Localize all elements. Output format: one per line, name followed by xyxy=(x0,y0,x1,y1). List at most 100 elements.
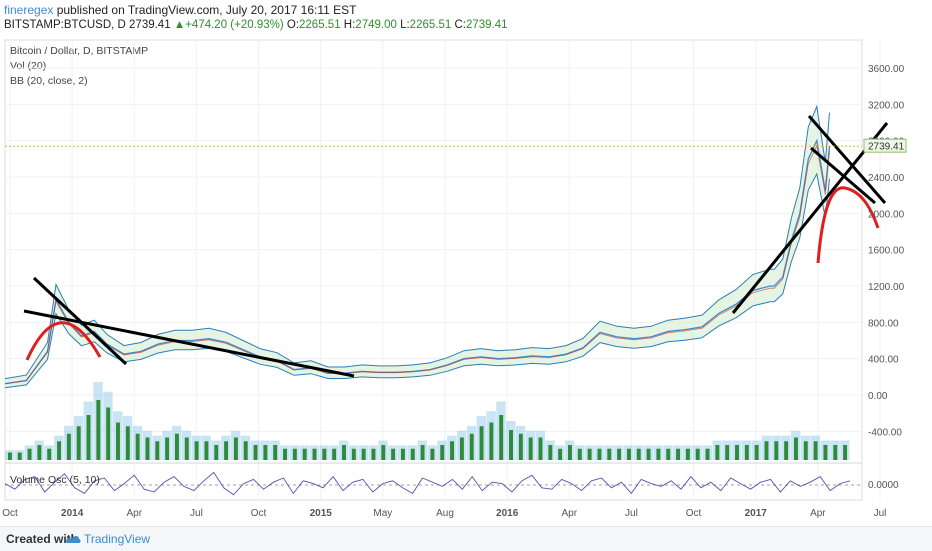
x-tick-label: May xyxy=(373,508,392,519)
volume-bar xyxy=(636,448,641,460)
band-fill xyxy=(5,106,830,388)
last-price-text: 2739.41 xyxy=(129,19,171,31)
x-tick-label: 2015 xyxy=(310,508,333,519)
y-tick-label: 3200.00 xyxy=(868,100,905,111)
chart-header: fineregex published on TradingView.com, … xyxy=(0,0,932,34)
low-value: 2265.51 xyxy=(409,19,452,31)
y-axis: -400.00 0.00 400.00 800.00 1200.00 1600.00 200… xyxy=(868,64,905,438)
trendline xyxy=(731,122,889,314)
volume-bar xyxy=(57,441,62,460)
volume-bar xyxy=(194,441,199,460)
legend-vol: Vol (20) xyxy=(10,60,47,72)
x-tick-label: Oct xyxy=(251,508,267,519)
volume-bar xyxy=(459,437,464,460)
volume-bar xyxy=(351,448,356,460)
volume-bar xyxy=(214,445,219,460)
arc-annotation xyxy=(816,186,880,264)
x-axis: Oct 2014 Apr Jul Oct 2015 May Aug 2016 Apr Jul Oct 2… xyxy=(2,508,886,519)
change-text: +474.20 (+20.93%) xyxy=(185,19,284,31)
y-tick-label: 400.00 xyxy=(868,355,899,366)
volume-bar xyxy=(843,445,848,460)
volume-bar xyxy=(400,448,405,460)
volume-bar xyxy=(273,445,278,460)
x-tick-label: 2014 xyxy=(61,508,84,519)
volume-bar xyxy=(666,448,671,460)
symbol-line: BITSTAMP:BTCUSD, D 2739.41 ▲+474.20 (+20… xyxy=(4,19,508,31)
volume-bar xyxy=(96,400,101,460)
legend-title: Bitcoin / Dollar, D, BITSTAMP xyxy=(10,45,149,57)
volume-bar xyxy=(479,426,484,460)
volume-bar xyxy=(685,448,690,460)
volume-bar xyxy=(725,445,730,460)
volume-bars xyxy=(5,382,850,460)
open-label: O: xyxy=(286,19,300,31)
y-tick-label: 3600.00 xyxy=(868,64,905,75)
osc-axis-label: 0.0000 xyxy=(868,480,899,491)
volume-bar xyxy=(754,445,759,460)
close-label: C: xyxy=(454,19,466,31)
x-tick-label: Oct xyxy=(2,508,18,519)
publish-line: fineregex published on TradingView.com, … xyxy=(4,3,356,17)
volume-bar xyxy=(735,445,739,460)
volume-bar xyxy=(823,445,828,460)
volume-bar xyxy=(243,441,248,460)
author-link[interactable]: fineregex xyxy=(4,3,54,17)
volume-bar xyxy=(7,452,12,460)
volume-bar xyxy=(744,445,749,460)
volume-bar xyxy=(774,441,779,460)
volume-bar xyxy=(528,437,533,460)
volume-bar xyxy=(587,448,592,460)
y-tick-label: 2000.00 xyxy=(868,209,905,220)
high-label: H: xyxy=(343,19,356,31)
volume-bar xyxy=(607,448,612,460)
volume-bar xyxy=(793,437,798,460)
published-text: published on TradingView.com, July 20, 2… xyxy=(53,3,357,17)
volume-bar xyxy=(440,445,445,460)
volume-bar xyxy=(518,433,523,460)
y-tick-label: 1200.00 xyxy=(868,282,905,293)
tradingview-logo-icon[interactable] xyxy=(64,531,82,547)
volume-bar xyxy=(656,448,661,460)
arc-annotation xyxy=(25,321,102,361)
volume-bar xyxy=(577,448,582,460)
volume-bar xyxy=(125,426,130,460)
low-label: L: xyxy=(400,19,410,31)
volume-bar xyxy=(548,445,553,460)
volume-bar xyxy=(597,448,602,460)
x-tick-label: Oct xyxy=(686,508,702,519)
volume-bar xyxy=(361,448,366,460)
volume-bar xyxy=(27,448,32,460)
volume-bar xyxy=(135,433,140,460)
volume-bar xyxy=(626,448,631,460)
x-tick-label: Jul xyxy=(874,508,887,519)
y-tick-label: 1600.00 xyxy=(868,246,905,257)
chart-legend: Bitcoin / Dollar, D, BITSTAMP Vol (20) B… xyxy=(10,44,148,89)
volume-bar xyxy=(784,441,789,460)
last-price-tag: 2739.41 xyxy=(863,138,907,153)
volume-bar xyxy=(676,448,681,460)
volume-bar xyxy=(37,445,42,460)
volume-bar xyxy=(292,448,297,460)
y-tick-label: -400.00 xyxy=(868,427,902,438)
legend-bb: BB (20, close, 2) xyxy=(10,75,88,87)
volume-bar xyxy=(568,445,572,460)
open-value: 2265.51 xyxy=(299,19,341,31)
volume-bar xyxy=(322,448,327,460)
price-chart[interactable]: -400.00 0.00 400.00 800.00 1200.00 1600.00 200… xyxy=(0,35,932,525)
x-tick-label: Jul xyxy=(190,508,203,519)
x-tick-label: Jul xyxy=(625,508,638,519)
volume-bar xyxy=(381,445,386,460)
volume-bar xyxy=(499,415,504,460)
footer-bar: Created with TradingView xyxy=(0,526,932,551)
high-value: 2749.00 xyxy=(355,19,397,31)
volume-bar xyxy=(833,445,838,460)
volume-bar xyxy=(312,448,317,460)
band-lower xyxy=(4,172,830,389)
trendline xyxy=(807,115,887,204)
volume-bar xyxy=(145,437,150,460)
volume-bar xyxy=(233,437,238,460)
volume-bar xyxy=(76,426,81,460)
x-tick-label: Apr xyxy=(562,508,578,519)
tradingview-brand[interactable]: TradingView xyxy=(84,532,151,546)
x-tick-label: Aug xyxy=(436,508,454,519)
